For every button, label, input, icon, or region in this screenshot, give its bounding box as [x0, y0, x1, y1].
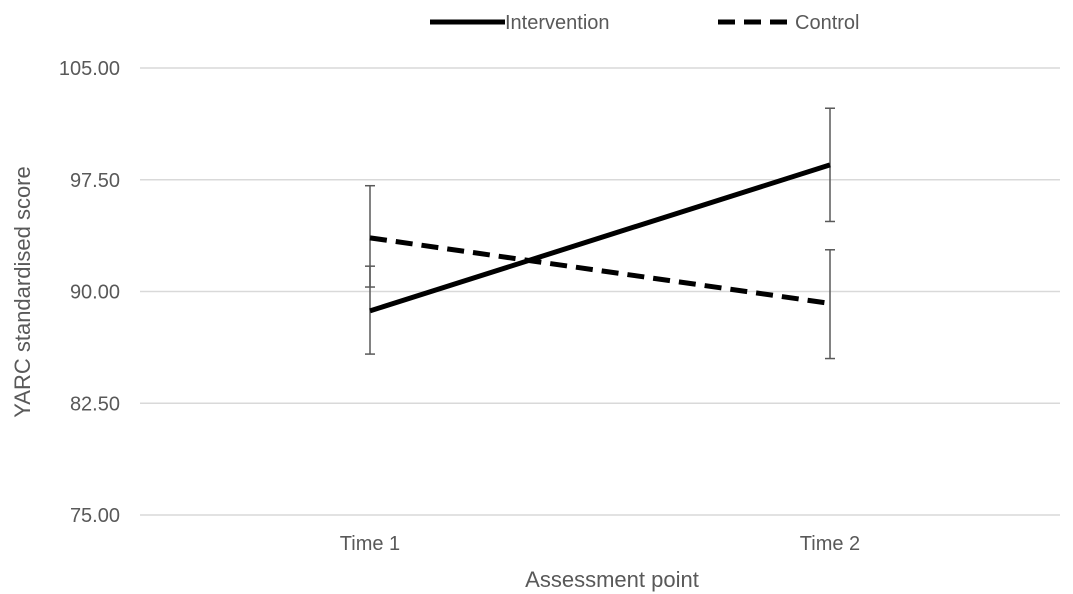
error-bar: [825, 249, 835, 360]
error-bar: [365, 184, 375, 288]
legend-item: Control: [718, 12, 859, 34]
x-axis-title: Assessment point: [525, 567, 699, 592]
series-line-control: [369, 235, 831, 306]
y-tick-label: 82.50: [70, 393, 120, 415]
legend-label: Control: [795, 12, 859, 34]
y-tick-label: 97.50: [70, 170, 120, 192]
grid-lines: [140, 67, 1060, 516]
x-tick-label: Time 2: [800, 533, 860, 555]
y-tick-label: 90.00: [70, 282, 120, 304]
x-axis-ticks: Time 1 Time 2: [340, 533, 860, 555]
y-axis-title: YARC standardised score: [10, 166, 35, 418]
y-tick-label: 105.00: [59, 58, 120, 80]
series-lines: [369, 162, 831, 314]
legend-label: Intervention: [505, 12, 610, 34]
legend: Intervention Control: [430, 12, 859, 34]
error-bars: [365, 107, 835, 360]
y-tick-label: 75.00: [70, 505, 120, 527]
y-axis-ticks: 75.00 82.50 90.00 97.50 105.00: [59, 58, 120, 527]
legend-item: Intervention: [430, 12, 610, 34]
series-line-intervention: [369, 162, 831, 314]
x-tick-label: Time 1: [340, 533, 400, 555]
